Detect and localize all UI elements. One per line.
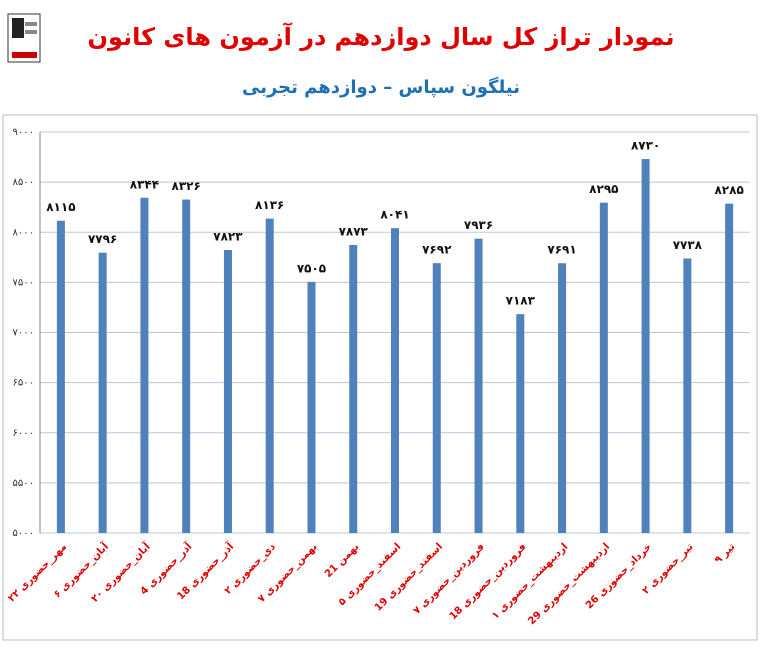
value-label: ۷۷۳۸ <box>673 238 703 252</box>
value-label: ۷۶۹۱ <box>547 243 576 257</box>
y-tick-label: ۵۵۰۰ <box>13 478 34 489</box>
x-tick-label: 29 اردیبهشت_حضوری <box>526 541 612 627</box>
x-tick-label: ۷ فروردین_حضوری <box>411 541 486 616</box>
bar <box>516 314 525 533</box>
y-tick-label: ۸۵۰۰ <box>13 177 34 188</box>
bar <box>558 263 567 533</box>
bar <box>98 252 107 534</box>
chart-border <box>2 114 758 641</box>
y-tick-label: ۵۰۰۰ <box>13 528 34 539</box>
x-tick-label: ۹ تیر <box>713 541 738 566</box>
value-label: ۷۷۹۶ <box>88 232 117 246</box>
value-label: ۸۱۱۵ <box>46 200 75 214</box>
bar <box>599 202 608 533</box>
x-tick-label: 21 بهمن <box>323 541 362 580</box>
value-label: ۸۳۴۴ <box>130 177 159 191</box>
value-label: ۸۰۴۱ <box>380 208 409 222</box>
bar <box>182 199 191 534</box>
value-label: ۸۷۳۰ <box>631 139 660 153</box>
bar <box>474 238 483 533</box>
bar <box>56 220 65 533</box>
bar <box>683 258 692 533</box>
bar <box>307 281 316 533</box>
value-label: ۸۱۳۶ <box>255 198 284 212</box>
value-label: ۷۱۸۳ <box>506 294 536 308</box>
bar <box>641 159 650 533</box>
y-tick-label: ۷۰۰۰ <box>13 328 34 339</box>
bar <box>725 203 734 533</box>
bar <box>265 218 274 533</box>
value-label: ۷۵۰۵ <box>297 261 326 275</box>
logo <box>7 13 41 63</box>
value-label: ۸۳۲۶ <box>172 179 201 193</box>
bar <box>349 244 358 533</box>
value-label: ۷۸۷۳ <box>339 224 369 238</box>
y-tick-label: ۶۰۰۰ <box>13 428 34 439</box>
value-label: ۷۸۲۳ <box>213 229 243 243</box>
x-tick-label: 18 فروردین_حضوری <box>448 541 529 622</box>
bar <box>223 249 232 533</box>
y-tick-label: ۸۰۰۰ <box>13 227 34 238</box>
y-tick-label: ۶۵۰۰ <box>13 378 34 389</box>
bar <box>391 228 399 533</box>
value-label: ۷۹۳۶ <box>464 218 493 232</box>
x-tick-label: ۱ اردیبهشت_حضوری <box>490 541 570 621</box>
value-label: ۸۲۹۵ <box>589 182 618 196</box>
bar <box>432 263 441 533</box>
y-tick-label: ۷۵۰۰ <box>13 277 34 288</box>
value-label: ۸۲۸۵ <box>714 183 743 197</box>
bar <box>140 197 149 533</box>
chart-subtitle: نیلگون سپاس – دوازدهم تجربی <box>242 76 520 98</box>
value-label: ۷۶۹۲ <box>422 243 452 257</box>
y-tick-label: ۹۰۰۰ <box>13 127 34 138</box>
chart-title: نمودار تراز کل سال دوازدهم در آزمون های … <box>88 22 675 51</box>
